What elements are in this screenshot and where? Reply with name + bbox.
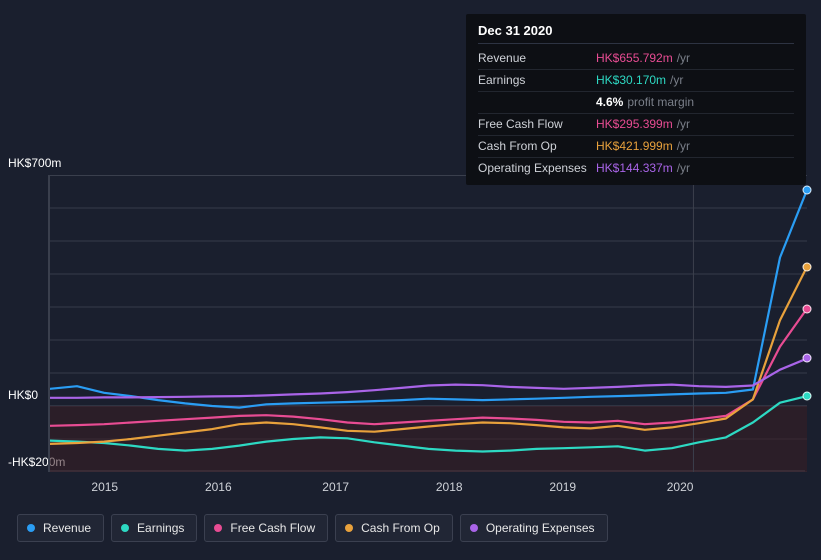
tooltip-metric-suffix: /yr — [677, 50, 690, 67]
legend-item-revenue[interactable]: Revenue — [17, 514, 104, 542]
chart-plot-area[interactable] — [48, 175, 805, 472]
tooltip-metric-suffix: /yr — [677, 138, 690, 155]
chart-legend: Revenue Earnings Free Cash Flow Cash From O… — [17, 514, 608, 542]
legend-item-free-cash-flow[interactable]: Free Cash Flow — [204, 514, 328, 542]
tooltip-row: EarningsHK$30.170m/yr — [478, 70, 794, 92]
tooltip-metric-label: Revenue — [478, 50, 596, 67]
tooltip-metric-label: Earnings — [478, 72, 596, 89]
tooltip-metric-value: HK$30.170m — [596, 72, 666, 89]
tooltip-metric-label: Free Cash Flow — [478, 116, 596, 133]
tooltip-metric-label: Cash From Op — [478, 138, 596, 155]
tooltip-row: Free Cash FlowHK$295.399m/yr — [478, 114, 794, 136]
series-end-marker — [803, 304, 812, 313]
tooltip-row: RevenueHK$655.792m/yr — [478, 48, 794, 70]
tooltip-metric-label: Operating Expenses — [478, 160, 596, 177]
legend-label: Free Cash Flow — [230, 521, 315, 535]
series-end-marker — [803, 185, 812, 194]
x-axis-label: 2019 — [549, 480, 576, 494]
legend-item-earnings[interactable]: Earnings — [111, 514, 197, 542]
legend-dot-icon — [27, 524, 35, 532]
legend-item-cash-from-op[interactable]: Cash From Op — [335, 514, 453, 542]
x-axis-label: 2018 — [436, 480, 463, 494]
legend-dot-icon — [214, 524, 222, 532]
legend-label: Operating Expenses — [486, 521, 595, 535]
tooltip-metric-value: HK$295.399m — [596, 116, 673, 133]
series-end-marker — [803, 262, 812, 271]
x-axis-label: 2016 — [205, 480, 232, 494]
legend-label: Earnings — [137, 521, 184, 535]
tooltip-metric-value: HK$421.999m — [596, 138, 673, 155]
tooltip-row: 4.6%profit margin — [478, 92, 794, 114]
y-axis-label-0: HK$0 — [8, 388, 38, 402]
tooltip-metric-suffix: /yr — [677, 160, 690, 177]
tooltip-date: Dec 31 2020 — [478, 23, 794, 44]
legend-dot-icon — [121, 524, 129, 532]
legend-dot-icon — [345, 524, 353, 532]
tooltip-row: Cash From OpHK$421.999m/yr — [478, 136, 794, 158]
tooltip-metric-suffix: /yr — [670, 72, 683, 89]
tooltip-panel: Dec 31 2020 RevenueHK$655.792m/yrEarning… — [466, 14, 806, 185]
series-end-marker — [803, 392, 812, 401]
tooltip-metric-suffix: /yr — [677, 116, 690, 133]
series-end-marker — [803, 354, 812, 363]
x-axis-label: 2020 — [667, 480, 694, 494]
tooltip-metric-value: HK$144.337m — [596, 160, 673, 177]
legend-label: Cash From Op — [361, 521, 440, 535]
tooltip-row: Operating ExpensesHK$144.337m/yr — [478, 158, 794, 179]
x-axis-label: 2017 — [322, 480, 349, 494]
x-axis-label: 2015 — [91, 480, 118, 494]
tooltip-metric-value: HK$655.792m — [596, 50, 673, 67]
legend-label: Revenue — [43, 521, 91, 535]
legend-dot-icon — [470, 524, 478, 532]
legend-item-operating-expenses[interactable]: Operating Expenses — [460, 514, 608, 542]
y-axis-label-700: HK$700m — [8, 156, 61, 170]
